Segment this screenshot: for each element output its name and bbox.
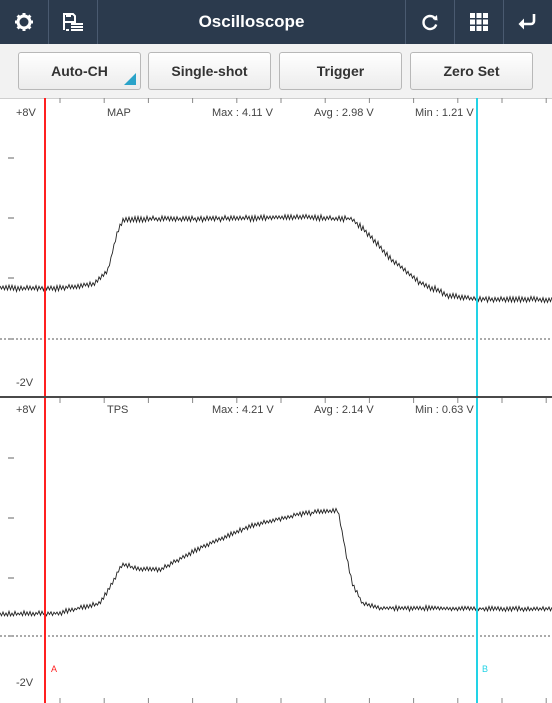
- single-shot-label: Single-shot: [171, 63, 248, 79]
- save-button[interactable]: [49, 0, 98, 44]
- grid-icon: [470, 13, 488, 31]
- ch1-bottom-voltage-label: -2V: [16, 377, 34, 389]
- top-toolbar: Oscilloscope: [0, 0, 552, 44]
- grid-button[interactable]: [454, 0, 503, 44]
- tps-waveform: [0, 507, 552, 618]
- ch1-max-readout: Max : 4.11 V: [212, 107, 273, 119]
- save-list-icon: [63, 13, 83, 31]
- ch1-top-voltage-label: +8V: [16, 107, 36, 119]
- ch2-min-readout: Min : 0.63 V: [415, 404, 474, 416]
- single-shot-button[interactable]: Single-shot: [148, 52, 271, 90]
- zero-set-button[interactable]: Zero Set: [410, 52, 533, 90]
- dropdown-corner-icon: [124, 73, 136, 85]
- trigger-label: Trigger: [316, 63, 365, 79]
- ch1-min-readout: Min : 1.21 V: [415, 107, 474, 119]
- ch2-bottom-voltage-label: -2V: [16, 677, 34, 689]
- channel-separator: [0, 396, 552, 398]
- ch1-channel-name: MAP: [107, 107, 131, 119]
- refresh-icon: [422, 14, 438, 31]
- ch2-max-readout: Max : 4.21 V: [212, 404, 274, 416]
- cursor-a-label: A: [51, 664, 58, 674]
- auto-ch-button[interactable]: Auto-CH: [18, 52, 141, 90]
- map-waveform: [0, 213, 552, 304]
- oscilloscope-display[interactable]: +8V MAP Max : 4.11 V Avg : 2.98 V Min : …: [0, 98, 552, 703]
- back-button[interactable]: [503, 0, 552, 44]
- zero-set-label: Zero Set: [443, 63, 500, 79]
- app-title: Oscilloscope: [198, 12, 305, 31]
- auto-ch-label: Auto-CH: [51, 63, 108, 79]
- refresh-button[interactable]: [405, 0, 454, 44]
- cursor-b-label: B: [482, 664, 489, 674]
- ch1-avg-readout: Avg : 2.98 V: [314, 107, 374, 119]
- back-icon: [518, 14, 536, 30]
- waveform-canvas: [0, 98, 552, 703]
- control-button-row: Auto-CH Single-shot Trigger Zero Set: [0, 44, 552, 99]
- ch2-top-voltage-label: +8V: [16, 404, 36, 416]
- ch2-avg-readout: Avg : 2.14 V: [314, 404, 374, 416]
- gear-icon: [15, 13, 33, 31]
- trigger-button[interactable]: Trigger: [279, 52, 402, 90]
- ch2-channel-name: TPS: [107, 404, 129, 416]
- settings-button[interactable]: [0, 0, 49, 44]
